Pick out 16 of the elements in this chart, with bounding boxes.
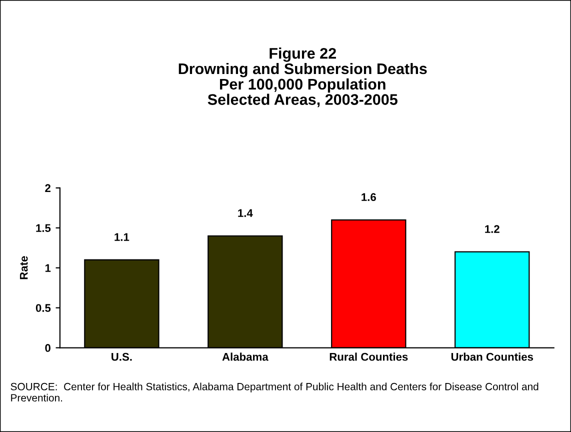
y-tick-label: 0.5 bbox=[36, 304, 51, 312]
y-tick-label: 2 bbox=[45, 184, 50, 192]
data-label: 1.1 bbox=[114, 233, 130, 241]
data-label: 1.2 bbox=[485, 225, 500, 233]
chart-title: Figure 22 Drowning and Submersion Deaths Per 100,000 Population Selected Areas, 2003-2005 bbox=[178, 48, 427, 108]
x-tick-label: Rural Counties bbox=[330, 352, 408, 361]
y-tick-label: 1.5 bbox=[36, 224, 51, 232]
source-note: SOURCE: Center for Health Statistics, Alabama Department of Public Health and Centers for Disease Control and Prevention. bbox=[10, 382, 538, 402]
data-label: 1.4 bbox=[238, 209, 253, 217]
x-tick-label: Alabama bbox=[222, 352, 268, 361]
y-tick-label: 0 bbox=[45, 344, 50, 352]
x-tick-label: Urban Counties bbox=[451, 352, 534, 361]
y-tick-label: 1 bbox=[45, 264, 51, 272]
data-label: 1.6 bbox=[362, 193, 376, 202]
y-axis-title: Rate bbox=[20, 256, 28, 280]
x-tick-label: U.S. bbox=[112, 352, 132, 361]
